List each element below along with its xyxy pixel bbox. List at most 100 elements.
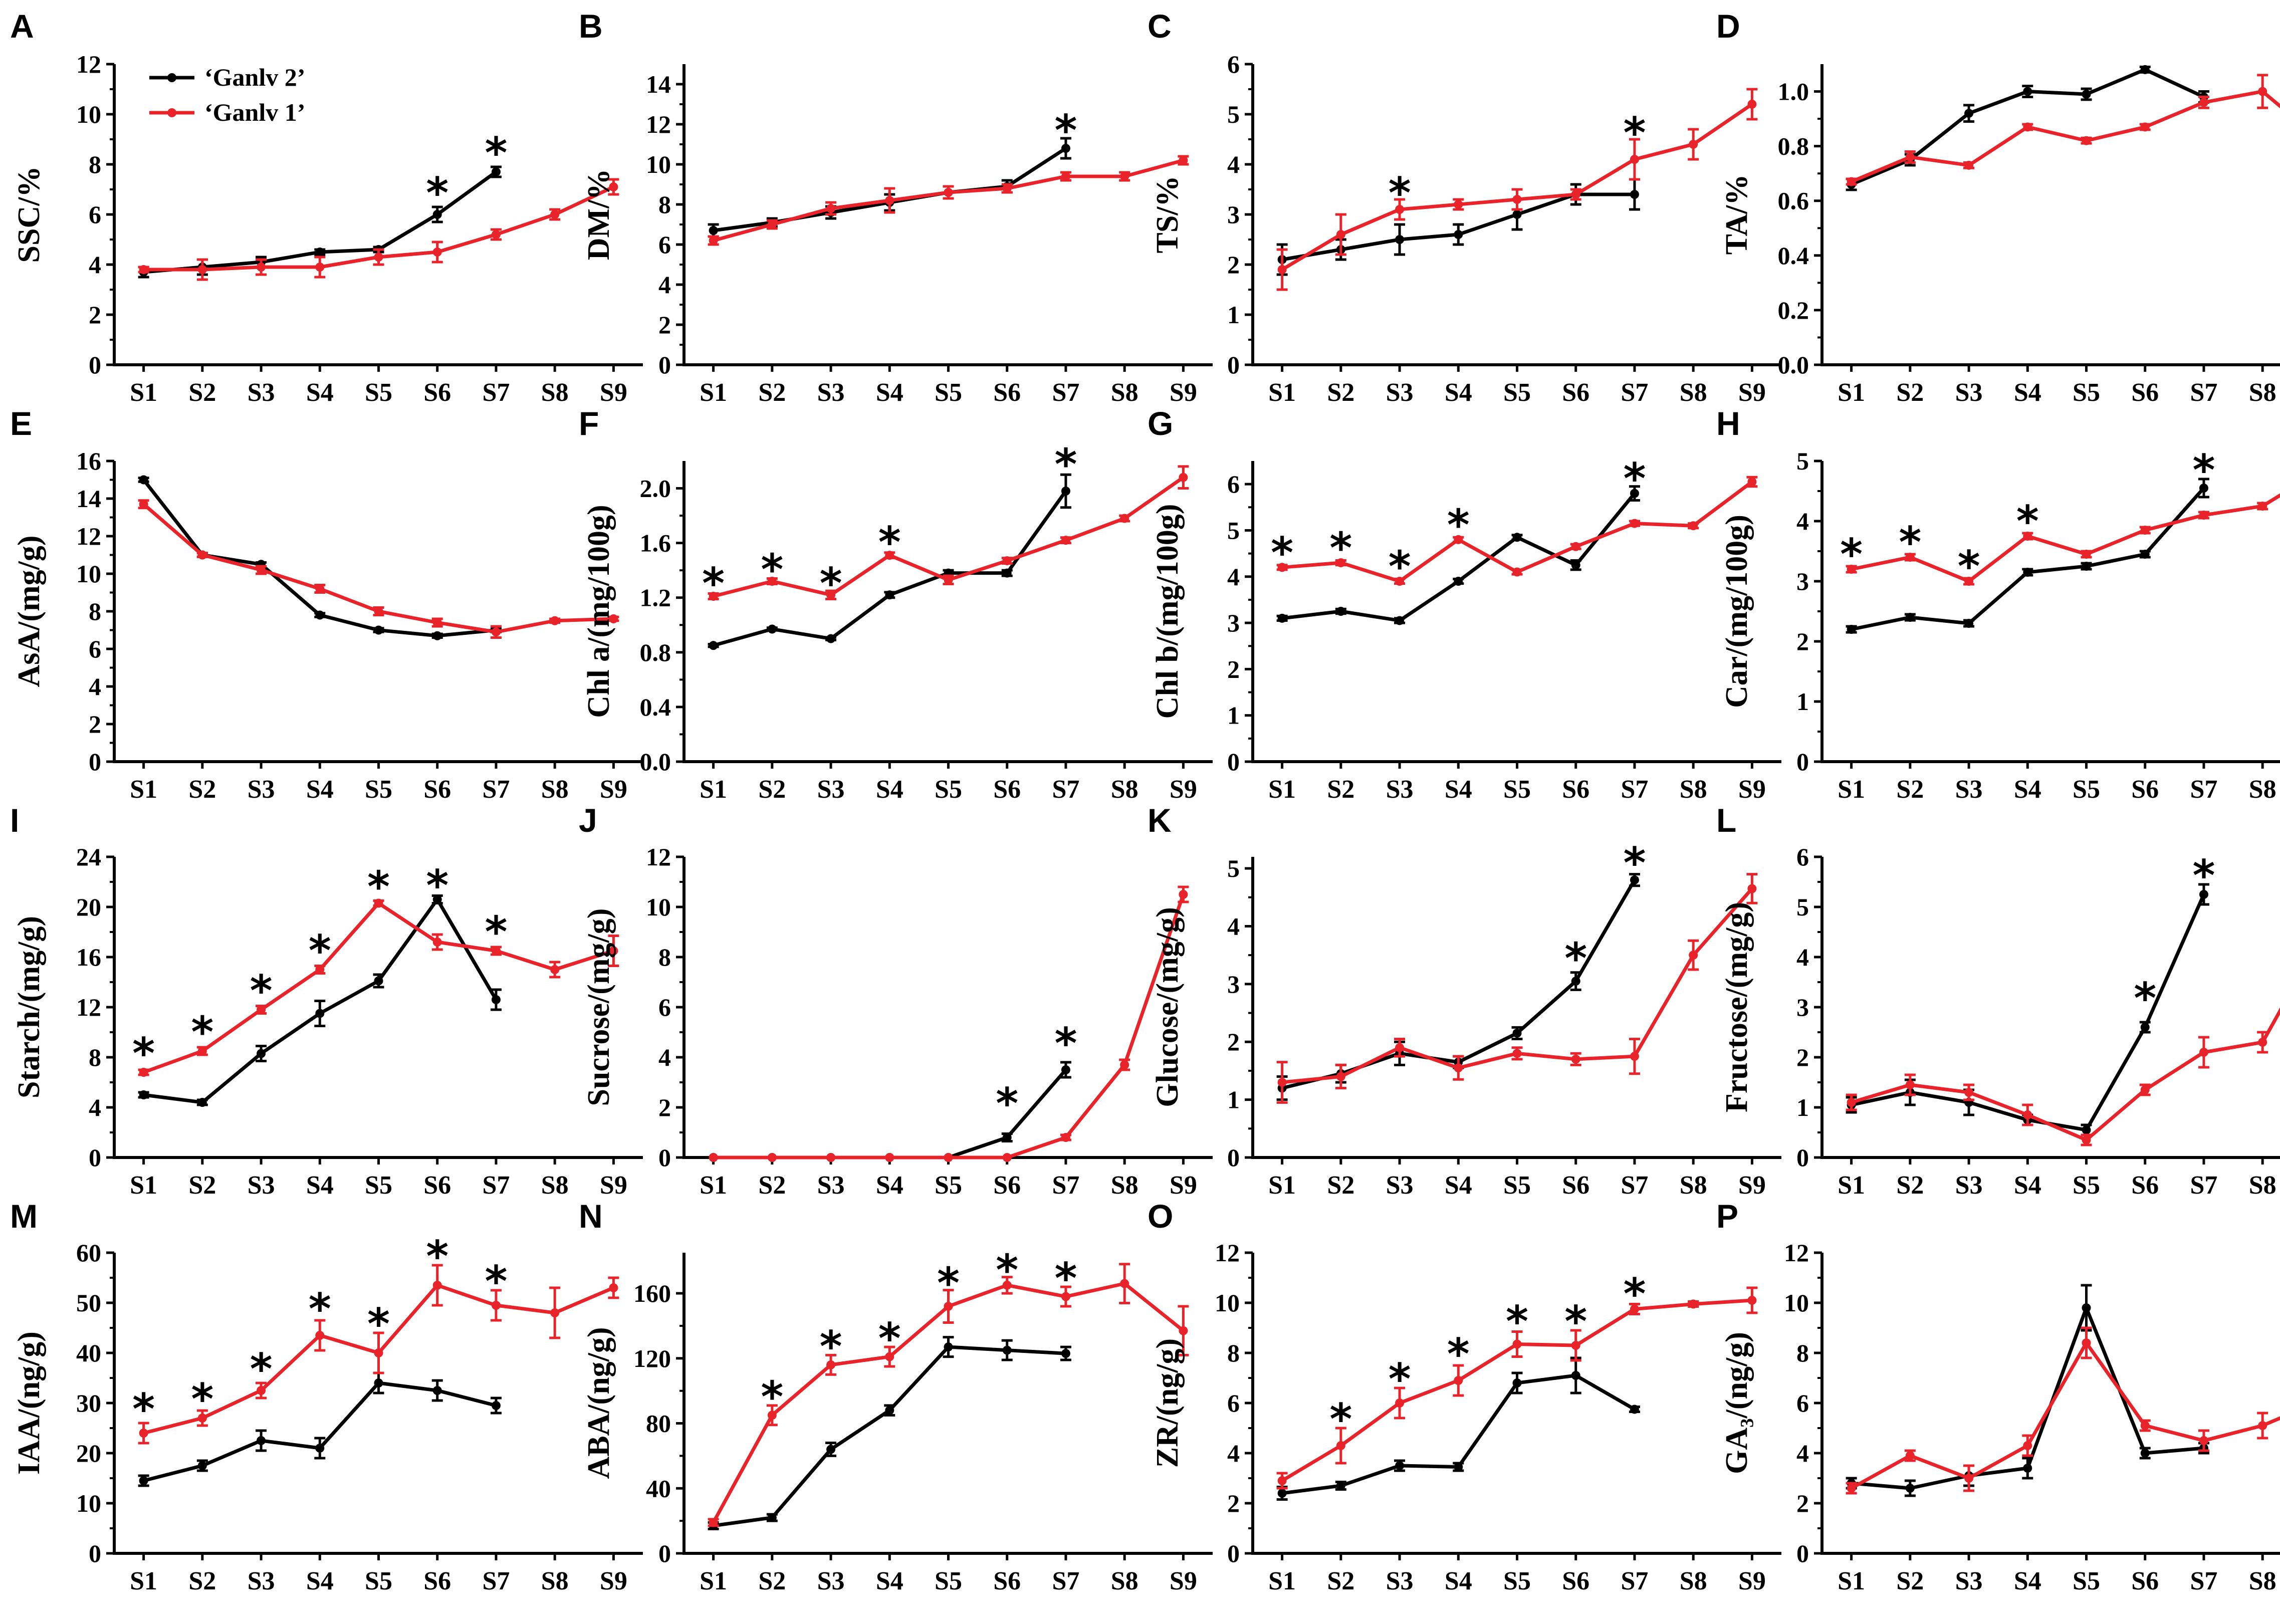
x-tick-label: S8 <box>1111 1567 1138 1595</box>
significance-star: * <box>878 1314 901 1364</box>
y-tick-label: 12 <box>646 843 671 871</box>
y-tick-label: 2 <box>1796 1489 1809 1517</box>
data-point <box>432 895 442 904</box>
y-tick-label: 14 <box>646 70 671 98</box>
data-point <box>1747 1296 1757 1305</box>
data-point <box>2199 98 2208 107</box>
y-tick-label: 0.0 <box>1778 351 1809 379</box>
data-point <box>1336 1072 1345 1081</box>
significance-star: * <box>1054 106 1077 156</box>
y-tick-label: 0 <box>1227 351 1240 379</box>
x-tick-label: S1 <box>1268 1171 1296 1200</box>
significance-star: * <box>367 862 390 912</box>
data-point <box>1630 1052 1639 1061</box>
x-tick-label: S3 <box>817 1567 845 1595</box>
series-ganlv1 <box>1846 74 2280 186</box>
data-point <box>2199 484 2208 493</box>
x-tick-label: S2 <box>1327 1567 1354 1595</box>
data-point <box>767 1411 777 1420</box>
data-point <box>1847 565 1856 574</box>
data-point <box>1002 184 1012 193</box>
data-point <box>1061 172 1070 181</box>
x-tick-label: S8 <box>2249 378 2276 407</box>
y-tick-label: 2 <box>1227 1028 1240 1056</box>
x-tick-label: S3 <box>817 1171 845 1200</box>
series-ganlv1 <box>138 1264 619 1445</box>
x-tick-label: S5 <box>2073 775 2100 804</box>
x-tick-label: S7 <box>1621 775 1648 804</box>
data-point <box>1747 884 1757 893</box>
data-point <box>1395 235 1405 244</box>
data-point <box>1002 1345 1012 1355</box>
data-point <box>374 625 383 635</box>
data-point <box>2082 90 2091 99</box>
y-tick-label: 16 <box>76 447 101 475</box>
x-tick-label: S4 <box>876 378 903 407</box>
x-tick-label: S9 <box>1170 378 1197 407</box>
x-tick-label: S5 <box>935 378 962 407</box>
data-point <box>315 1444 325 1453</box>
series-ganlv2 <box>1846 478 2209 634</box>
x-tick-label: S6 <box>2131 1567 2159 1595</box>
significance-star: * <box>1447 1329 1470 1379</box>
data-point <box>1847 177 1856 186</box>
data-point <box>1512 533 1522 542</box>
data-point <box>1395 577 1405 586</box>
data-point <box>1630 489 1639 498</box>
significance-star: * <box>367 1299 390 1349</box>
y-tick-label: 1.2 <box>640 584 671 612</box>
x-tick-label: S1 <box>130 775 157 804</box>
significance-star: * <box>1054 1254 1077 1304</box>
significance-star: * <box>426 1232 448 1282</box>
x-tick-label: S7 <box>1052 378 1079 407</box>
data-point <box>2082 1125 2091 1134</box>
data-point <box>2023 1110 2032 1119</box>
x-tick-label: S8 <box>2249 775 2276 804</box>
significance-star: * <box>132 1384 155 1435</box>
y-axis-title: Starch/(mg/g) <box>12 916 46 1098</box>
x-tick-label: S3 <box>817 378 845 407</box>
x-tick-label: S5 <box>365 775 392 804</box>
significance-star: * <box>702 559 725 609</box>
data-point <box>315 584 325 593</box>
data-point <box>257 1049 266 1058</box>
data-point <box>2082 562 2091 571</box>
x-tick-label: S5 <box>365 1567 392 1595</box>
data-point <box>491 1401 501 1410</box>
data-point <box>885 590 894 600</box>
y-tick-label: 0.0 <box>640 748 671 776</box>
significance-star: * <box>309 926 331 976</box>
series-ganlv1 <box>1276 476 1758 586</box>
x-tick-label: S4 <box>1445 378 1472 407</box>
y-tick-label: 8 <box>89 150 101 178</box>
data-point <box>1571 977 1580 986</box>
significance-star: * <box>2192 851 2215 901</box>
data-point <box>1179 1326 1188 1335</box>
data-point <box>2082 1338 2091 1347</box>
data-point <box>2140 1449 2150 1458</box>
y-tick-label: 4 <box>89 251 101 279</box>
data-point <box>1571 1371 1580 1380</box>
data-point <box>1395 1043 1405 1052</box>
series-ganlv2 <box>138 894 502 1107</box>
y-tick-label: 2 <box>658 311 671 339</box>
x-tick-label: S4 <box>306 378 334 407</box>
y-tick-label: 160 <box>633 1279 671 1307</box>
data-point <box>2023 87 2032 96</box>
x-tick-label: S9 <box>1738 775 1766 804</box>
y-tick-label: 2 <box>1796 627 1809 655</box>
y-tick-label: 12 <box>76 993 101 1021</box>
significance-star: * <box>250 1344 273 1395</box>
y-tick-label: 3 <box>1227 200 1240 228</box>
x-tick-label: S4 <box>1445 775 1472 804</box>
panel-h: H 0 1 2 3 4 5 S1 S2 S3 S4 S5 S6 S7 S8 S9 Car/(mg/100g) * *… <box>1716 405 2280 804</box>
x-tick-label: S6 <box>423 775 451 804</box>
data-point <box>1964 619 1974 628</box>
x-tick-label: S2 <box>188 378 216 407</box>
data-point <box>944 1153 953 1162</box>
x-tick-label: S9 <box>1738 1171 1766 1200</box>
x-tick-label: S3 <box>1955 775 1983 804</box>
significance-star: * <box>1958 542 1980 592</box>
data-point <box>374 976 383 986</box>
significance-star: * <box>132 1029 155 1079</box>
